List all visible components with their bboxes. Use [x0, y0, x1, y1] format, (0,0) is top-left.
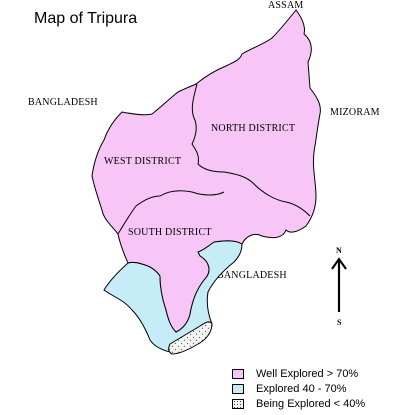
- legend-item-well-explored: Well Explored > 70%: [232, 367, 358, 380]
- legend-item-explored: Explored 40 - 70%: [232, 382, 347, 395]
- compass-n-label: N: [336, 246, 342, 255]
- compass-s-label: S: [337, 318, 342, 327]
- legend-item-being-explored: Being Explored < 40%: [232, 397, 365, 410]
- legend-swatch-explored: [232, 383, 244, 394]
- label-bangladesh-south: BANGLADESH: [217, 270, 287, 281]
- label-mizoram: MIZORAM: [330, 107, 380, 118]
- legend-label-well-explored: Well Explored > 70%: [256, 367, 359, 380]
- legend-swatch-being-explored: [232, 398, 244, 409]
- label-bangladesh-west: BANGLADESH: [28, 97, 98, 108]
- boundary-west-south: [117, 190, 225, 235]
- region-well-explored: [91, 9, 321, 333]
- legend-label-being-explored: Being Explored < 40%: [256, 397, 366, 410]
- label-south-district: SOUTH DISTRICT: [128, 227, 212, 238]
- map-title: Map of Tripura: [34, 10, 138, 27]
- legend-label-explored: Explored 40 - 70%: [256, 382, 347, 395]
- region-being-explored: [168, 321, 213, 355]
- legend-swatch-well-explored: [232, 368, 244, 379]
- north-arrow-icon: [331, 257, 347, 312]
- label-assam: ASSAM: [268, 0, 304, 11]
- label-north-district: NORTH DISTRICT: [211, 123, 296, 134]
- boundary-north-district: [191, 83, 311, 217]
- label-west-district: WEST DISTRICT: [104, 156, 182, 167]
